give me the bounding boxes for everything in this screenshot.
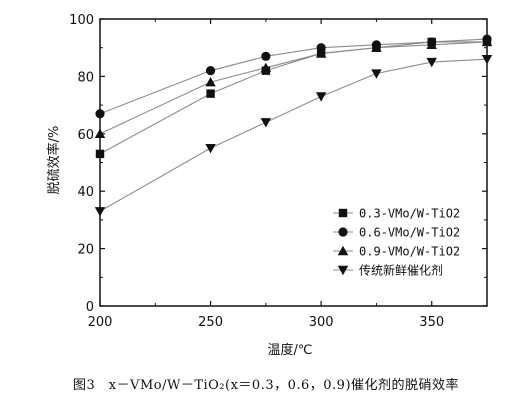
legend-marker	[337, 265, 349, 276]
series-2-point	[205, 66, 216, 76]
y-tick-label: 20	[77, 243, 94, 258]
y-tick-label: 80	[77, 70, 94, 85]
series-4-point	[315, 92, 327, 102]
x-tick-label: 250	[198, 315, 223, 330]
series-3-point	[315, 48, 327, 58]
legend-label: 0.3-VMo/W-TiO2	[359, 207, 460, 221]
y-tick-label: 60	[77, 128, 94, 143]
series-2-point	[316, 43, 326, 53]
series-4-point	[260, 118, 272, 128]
series-3-point	[94, 128, 106, 138]
series-3-point	[426, 39, 437, 50]
series-1-point	[95, 149, 105, 159]
y-tick-label: 0	[86, 300, 94, 315]
legend-label: 0.9-VMo/W-TiO2	[359, 245, 460, 259]
series-4-point	[205, 143, 216, 154]
series-4-point	[371, 69, 382, 79]
series-2-point	[95, 109, 105, 119]
y-axis-label: 脱硫效率/%	[46, 126, 62, 195]
series-line-4	[99, 58, 488, 212]
x-tick-label: 300	[309, 315, 334, 330]
x-tick-label: 200	[88, 315, 113, 330]
series-3-point	[260, 62, 272, 72]
series-1-point	[206, 89, 215, 98]
legend-label: 0.6-VMo/W-TiO2	[359, 226, 460, 240]
series-3-point	[481, 36, 493, 47]
series-4-point	[426, 57, 437, 68]
series-4-point	[481, 54, 493, 65]
x-tick-label: 350	[419, 315, 444, 330]
series-4-point	[94, 207, 106, 217]
legend-marker	[338, 227, 348, 237]
y-tick-label: 100	[69, 13, 94, 28]
figure-caption: 图3 x－VMo/W－TiO₂(x＝0.3，0.6，0.9)催化剂的脱硝效率	[72, 378, 460, 393]
series-line-3	[99, 41, 488, 135]
series-3-point	[205, 76, 216, 87]
series-line-2	[99, 38, 488, 115]
legend-label: 传统新鲜催化剂	[359, 263, 443, 278]
line-chart: 0 20 40 60 80 100 200 250 300 350 0.3-VMo/W-TiO2 0…	[46, 13, 493, 358]
series-2-point	[261, 51, 271, 61]
y-tick-label: 40	[77, 185, 94, 200]
legend-marker	[338, 208, 348, 218]
x-axis-label: 温度/℃	[268, 342, 313, 358]
series-3-point	[371, 42, 382, 52]
legend-marker	[337, 245, 349, 256]
